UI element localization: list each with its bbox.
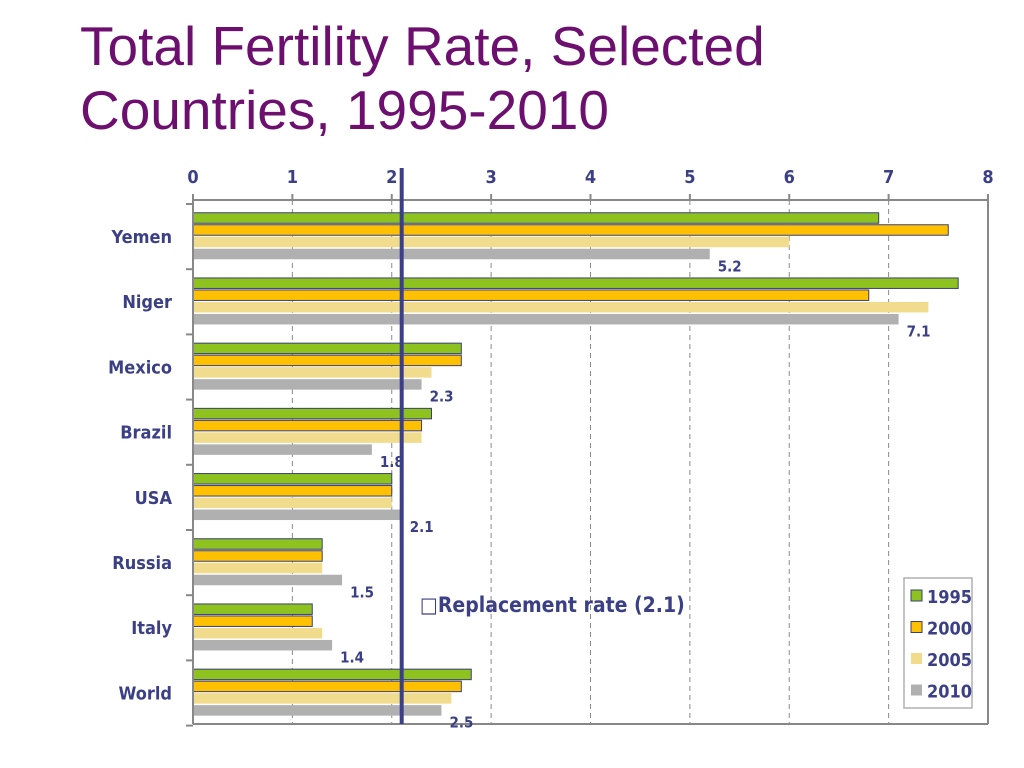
bar-yemen-1995 [192, 212, 880, 224]
legend: 1995 2000 2005 2010 [903, 577, 973, 709]
data-label-usa: 2.1 [410, 518, 434, 536]
data-label-niger: 7.1 [907, 322, 931, 340]
replacement-rate-reference: □Replacement rate (2.1) [399, 168, 685, 724]
bar-russia-2010 [193, 574, 343, 586]
bar-niger-1995 [192, 277, 959, 289]
x-tick-label-8: 8 [982, 167, 993, 188]
bar-brazil-2005 [193, 432, 422, 443]
bar-yemen-2005 [193, 236, 790, 248]
category-label-niger: Niger [122, 292, 172, 313]
bar-world-2005 [193, 693, 452, 704]
legend-label-2010: 2010 [927, 682, 972, 703]
data-label-mexico: 2.3 [430, 388, 454, 406]
x-tick-label-1: 1 [287, 167, 298, 188]
bar-usa-2010 [193, 509, 402, 521]
category-label-russia: Russia [112, 553, 172, 574]
legend-swatch-1995 [910, 589, 923, 602]
bar-niger-2000 [192, 289, 870, 301]
bar-russia-2005 [193, 562, 323, 574]
bar-mexico-2005 [193, 367, 432, 378]
x-tick-label-2: 2 [386, 167, 397, 188]
bar-mexico-1995 [192, 342, 462, 355]
x-tick-label-6: 6 [784, 167, 795, 188]
legend-swatch-2000 [910, 621, 923, 633]
data-label-brazil: 1.8 [380, 453, 404, 471]
x-tick-label-5: 5 [684, 167, 695, 188]
bar-yemen-2010 [193, 248, 710, 260]
bar-russia-1995 [192, 538, 323, 550]
bar-italy-2010 [193, 639, 333, 651]
x-tick-label-7: 7 [883, 167, 894, 188]
x-tick-label-4: 4 [585, 167, 596, 188]
bar-niger-2005 [193, 301, 929, 313]
legend-label-2005: 2005 [927, 650, 972, 671]
bar-russia-2000 [192, 550, 323, 562]
bar-brazil-1995 [192, 407, 432, 420]
x-tick-label-0: 0 [187, 167, 198, 188]
bar-usa-2005 [193, 497, 392, 509]
data-label-russia: 1.5 [350, 583, 374, 601]
bar-italy-2005 [193, 627, 323, 639]
data-label-world: 2.5 [449, 714, 473, 732]
legend-swatch-2005 [911, 653, 922, 664]
bar-marks [192, 212, 959, 716]
title-line-2: Countries, 1995-2010 [80, 79, 609, 141]
bar-brazil-2010 [193, 444, 372, 455]
x-tick-label-3: 3 [485, 167, 496, 188]
title-line-1: Total Fertility Rate, Selected [80, 15, 765, 77]
bar-world-1995 [192, 668, 472, 681]
category-label-italy: Italy [131, 618, 172, 639]
legend-label-2000: 2000 [927, 619, 972, 640]
legend-label-1995: 1995 [927, 587, 972, 608]
bar-world-2010 [193, 705, 442, 716]
data-label-italy: 1.4 [340, 648, 364, 666]
bar-brazil-2000 [192, 419, 423, 432]
replacement-rate-label: □Replacement rate (2.1) [420, 593, 685, 617]
chart-text-labels: Yemen Niger Mexico Brazil USA Russia Italy Worl… [108, 227, 930, 732]
bar-yemen-2000 [192, 224, 949, 236]
category-label-usa: USA [135, 488, 173, 509]
bar-niger-2010 [193, 313, 899, 325]
bar-italy-1995 [192, 603, 313, 615]
data-label-yemen: 5.2 [718, 257, 742, 275]
category-label-mexico: Mexico [108, 357, 172, 378]
slide-title: Total Fertility Rate, Selected Countries… [80, 14, 765, 142]
legend-swatch-2010 [911, 684, 922, 696]
bar-mexico-2010 [193, 379, 422, 390]
bar-usa-1995 [192, 473, 393, 485]
bar-mexico-2000 [192, 354, 462, 367]
axes: 0 1 2 3 4 5 6 7 8 [186, 167, 994, 727]
bar-usa-2000 [192, 485, 393, 497]
category-label-brazil: Brazil [120, 423, 172, 444]
category-label-yemen: Yemen [111, 227, 172, 248]
bar-italy-2000 [192, 615, 313, 627]
category-label-world: World [119, 683, 172, 704]
bar-world-2000 [192, 680, 462, 693]
